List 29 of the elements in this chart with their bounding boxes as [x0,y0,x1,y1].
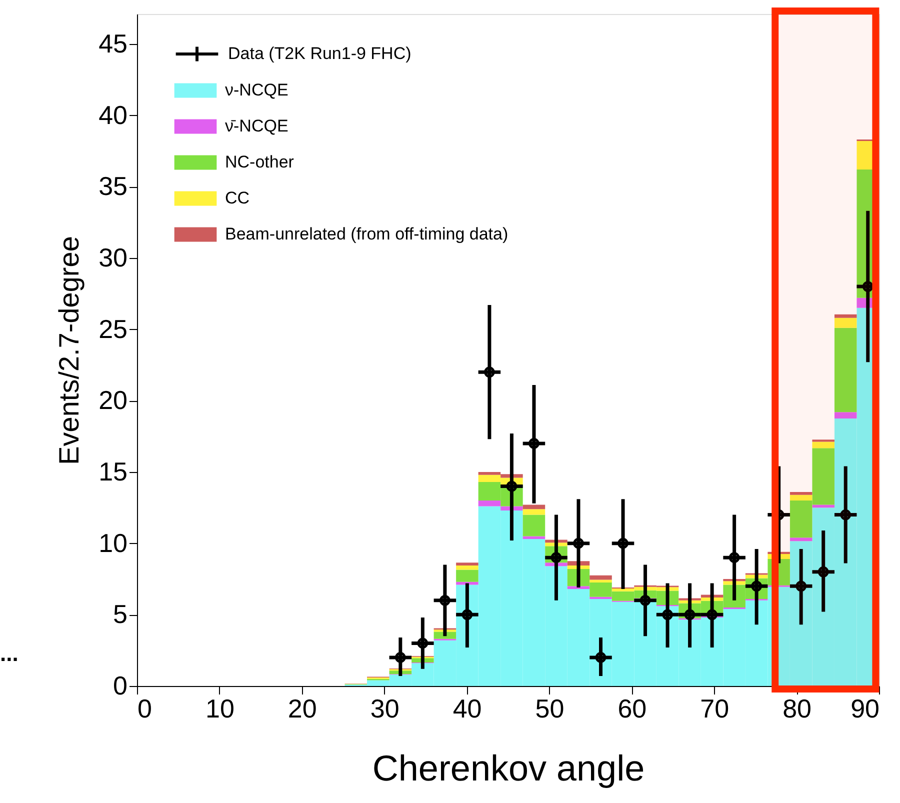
legend-label: ν̄-NCQE [225,116,288,136]
y-tick-label: 15 [98,456,128,486]
x-tick-label: 40 [452,694,482,724]
y-tick-label: 40 [98,100,128,130]
x-tick-label: 20 [288,694,317,724]
y-tick-label: 35 [98,171,128,202]
x-tick-label: 90 [850,694,880,724]
legend-label: Beam-unrelated (from off-timing data) [225,224,508,244]
legend-label: CC [225,188,250,208]
y-tick-label: 10 [98,528,128,558]
y-tick-label: 30 [98,242,128,272]
text: ... [0,641,18,666]
legend-label: NC-other [225,152,294,172]
x-axis-title: Cherenkov angle [372,748,645,788]
x-tick-label: 70 [700,694,730,724]
y-tick-label: 25 [98,314,128,344]
x-tick-label: 10 [205,694,234,724]
y-tick-label: 0 [113,670,128,700]
x-tick-label: 0 [138,694,152,724]
y-tick-label: 45 [98,28,128,58]
y-axis-title: Events/2.7-degree [54,236,85,465]
legend-label: ν-NCQE [225,80,288,100]
y-tick-label: 20 [98,385,128,416]
y-tick-label: 5 [113,599,128,630]
x-tick-label: 50 [535,694,564,724]
x-tick-label: 30 [370,694,400,724]
legend-label: Data (T2K Run1-9 FHC) [228,44,412,63]
x-tick-label: 80 [782,694,812,724]
x-tick-label: 60 [618,694,647,724]
